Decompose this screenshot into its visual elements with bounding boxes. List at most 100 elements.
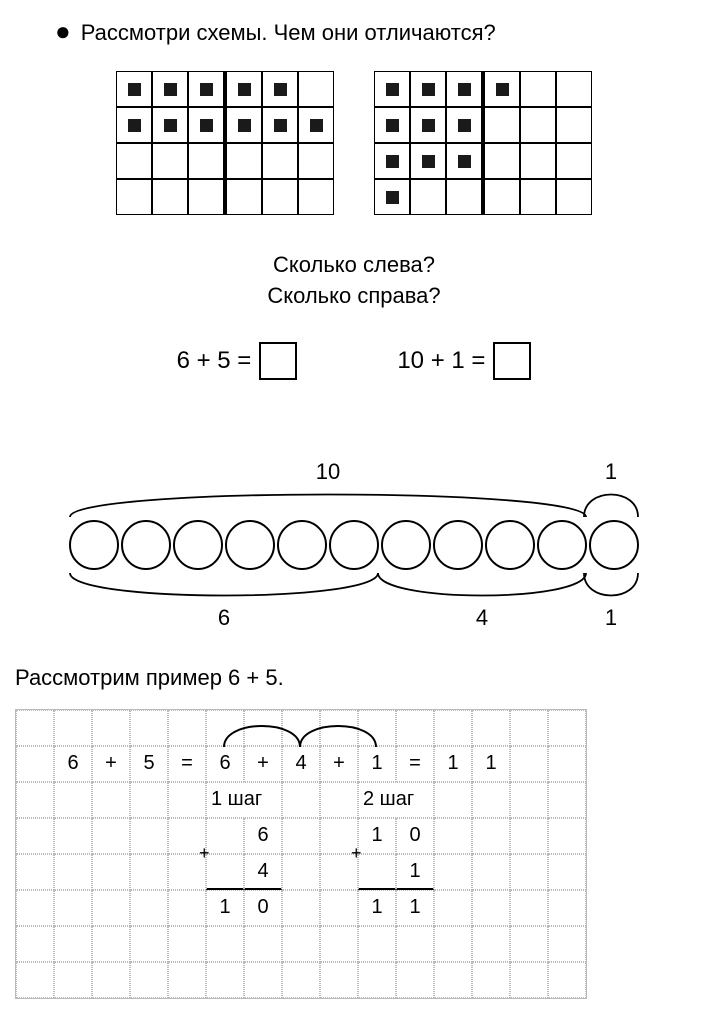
square-marker-icon	[458, 83, 471, 96]
grid-cell	[262, 107, 298, 143]
work-cell	[92, 926, 130, 962]
square-marker-icon	[200, 83, 213, 96]
grid-cell	[374, 71, 410, 107]
grid-cell	[116, 107, 152, 143]
eq2-lhs: 10 + 1 =	[397, 347, 485, 375]
work-cell: 1	[396, 890, 434, 926]
square-marker-icon	[422, 119, 435, 132]
work-cell	[548, 782, 586, 818]
circle	[382, 521, 430, 569]
work-cell	[282, 962, 320, 998]
work-cell	[16, 710, 54, 746]
grid-cell	[410, 107, 446, 143]
work-cell	[510, 782, 548, 818]
work-cell	[16, 854, 54, 890]
work-cell	[206, 710, 244, 746]
work-cell: 4	[244, 854, 282, 890]
work-cell	[130, 854, 168, 890]
brace-label: 1	[605, 459, 617, 484]
circle	[70, 521, 118, 569]
grid-cell	[446, 179, 482, 215]
work-cell	[548, 818, 586, 854]
grid-cell	[152, 143, 188, 179]
grid-left	[116, 71, 334, 215]
circles-diagram: 101641	[34, 425, 674, 635]
work-cell	[396, 962, 434, 998]
work-cell	[130, 962, 168, 998]
brace-label: 4	[476, 605, 488, 630]
square-marker-icon	[386, 191, 399, 204]
work-cell: +	[244, 746, 282, 782]
grid-cell	[520, 107, 556, 143]
grid-cell	[226, 179, 262, 215]
work-cell	[510, 746, 548, 782]
grid-cell	[556, 143, 592, 179]
work-cell	[130, 926, 168, 962]
work-cell	[244, 926, 282, 962]
work-cell	[130, 782, 168, 818]
work-cell	[54, 710, 92, 746]
grids-container	[15, 71, 693, 215]
work-cell	[510, 710, 548, 746]
work-cell	[320, 890, 358, 926]
work-cell	[130, 818, 168, 854]
circle	[434, 521, 482, 569]
grid-cell	[262, 143, 298, 179]
work-cell: 1	[358, 746, 396, 782]
grid-cell	[262, 179, 298, 215]
example-heading: Рассмотрим пример 6 + 5.	[15, 665, 693, 691]
work-cell	[130, 710, 168, 746]
work-cell	[358, 926, 396, 962]
brace	[70, 573, 378, 596]
circle	[174, 521, 222, 569]
square-marker-icon	[128, 83, 141, 96]
grid-cell	[484, 71, 520, 107]
work-cell	[168, 926, 206, 962]
plus-sign: +	[351, 843, 362, 864]
grid-cell	[484, 179, 520, 215]
square-marker-icon	[128, 119, 141, 132]
work-cell	[472, 962, 510, 998]
work-cell	[472, 818, 510, 854]
work-cell	[396, 710, 434, 746]
work-cell	[16, 962, 54, 998]
work-cell: 6	[54, 746, 92, 782]
work-cell	[282, 818, 320, 854]
grid-cell	[374, 143, 410, 179]
work-cell: +	[320, 746, 358, 782]
grid-cell	[520, 179, 556, 215]
work-cell	[434, 782, 472, 818]
grid-cell	[556, 107, 592, 143]
grid-cell	[152, 71, 188, 107]
work-grid: 6+5=6+4+1=111 шаг2 шаг610411011	[15, 709, 587, 999]
work-cell: 0	[244, 890, 282, 926]
work-cell: 1 шаг	[206, 782, 282, 818]
eq2-answer-box[interactable]	[493, 342, 531, 380]
question-2: Сколько справа?	[15, 281, 693, 312]
work-cell	[434, 818, 472, 854]
eq1-answer-box[interactable]	[259, 342, 297, 380]
work-cell	[548, 746, 586, 782]
work-cell	[434, 890, 472, 926]
grid-cell	[298, 179, 334, 215]
grid-cell	[116, 179, 152, 215]
work-cell: =	[168, 746, 206, 782]
grid-cell	[556, 71, 592, 107]
grid-cell	[188, 107, 224, 143]
square-marker-icon	[496, 83, 509, 96]
work-cell	[168, 962, 206, 998]
work-cell	[168, 890, 206, 926]
grid-cell	[188, 143, 224, 179]
grid-cell	[446, 71, 482, 107]
bullet-icon: ●	[55, 20, 71, 42]
work-cell	[92, 710, 130, 746]
circle	[590, 521, 638, 569]
work-cell: 5	[130, 746, 168, 782]
work-cell	[472, 710, 510, 746]
grid-cell	[298, 143, 334, 179]
work-cell	[472, 890, 510, 926]
work-cell	[320, 926, 358, 962]
plus-sign: +	[199, 843, 210, 864]
circle	[486, 521, 534, 569]
work-cell	[206, 926, 244, 962]
